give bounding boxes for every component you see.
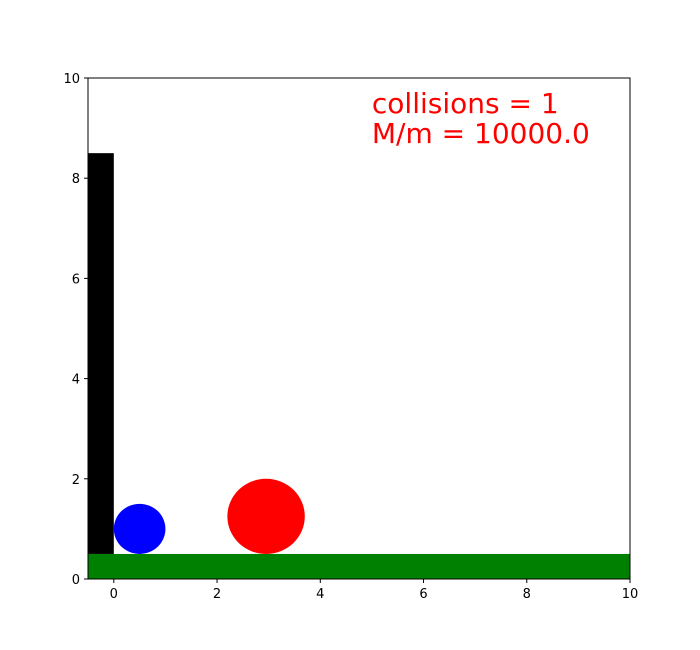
x-tick-label: 8 [523, 587, 531, 602]
y-axis: 0 2 4 6 8 10 [63, 72, 88, 588]
plot-marks [88, 153, 630, 579]
y-tick-label: 2 [72, 473, 80, 488]
annotation-text: M/m = 10000.0 [372, 117, 590, 150]
y-tick-label: 10 [63, 72, 80, 87]
big-ball [227, 478, 305, 554]
x-axis: 0 2 4 6 8 10 [110, 579, 639, 602]
x-tick-label: 2 [213, 587, 221, 602]
y-tick-label: 8 [72, 172, 80, 187]
x-tick-label: 4 [316, 587, 324, 602]
annotations: collisions = 1M/m = 10000.0 [372, 87, 590, 150]
y-tick-label: 6 [72, 272, 80, 287]
wall [88, 153, 114, 554]
y-tick-label: 4 [72, 373, 80, 388]
plot-area [87, 77, 631, 580]
x-tick-label: 0 [110, 587, 118, 602]
small-ball [113, 503, 166, 554]
y-tick-label: 0 [72, 573, 80, 588]
axes-background [88, 78, 630, 579]
axes-frame [87, 77, 631, 580]
x-tick-label: 10 [622, 587, 639, 602]
annotation-text: collisions = 1 [372, 87, 559, 120]
floor [88, 553, 630, 579]
x-tick-label: 6 [419, 587, 427, 602]
